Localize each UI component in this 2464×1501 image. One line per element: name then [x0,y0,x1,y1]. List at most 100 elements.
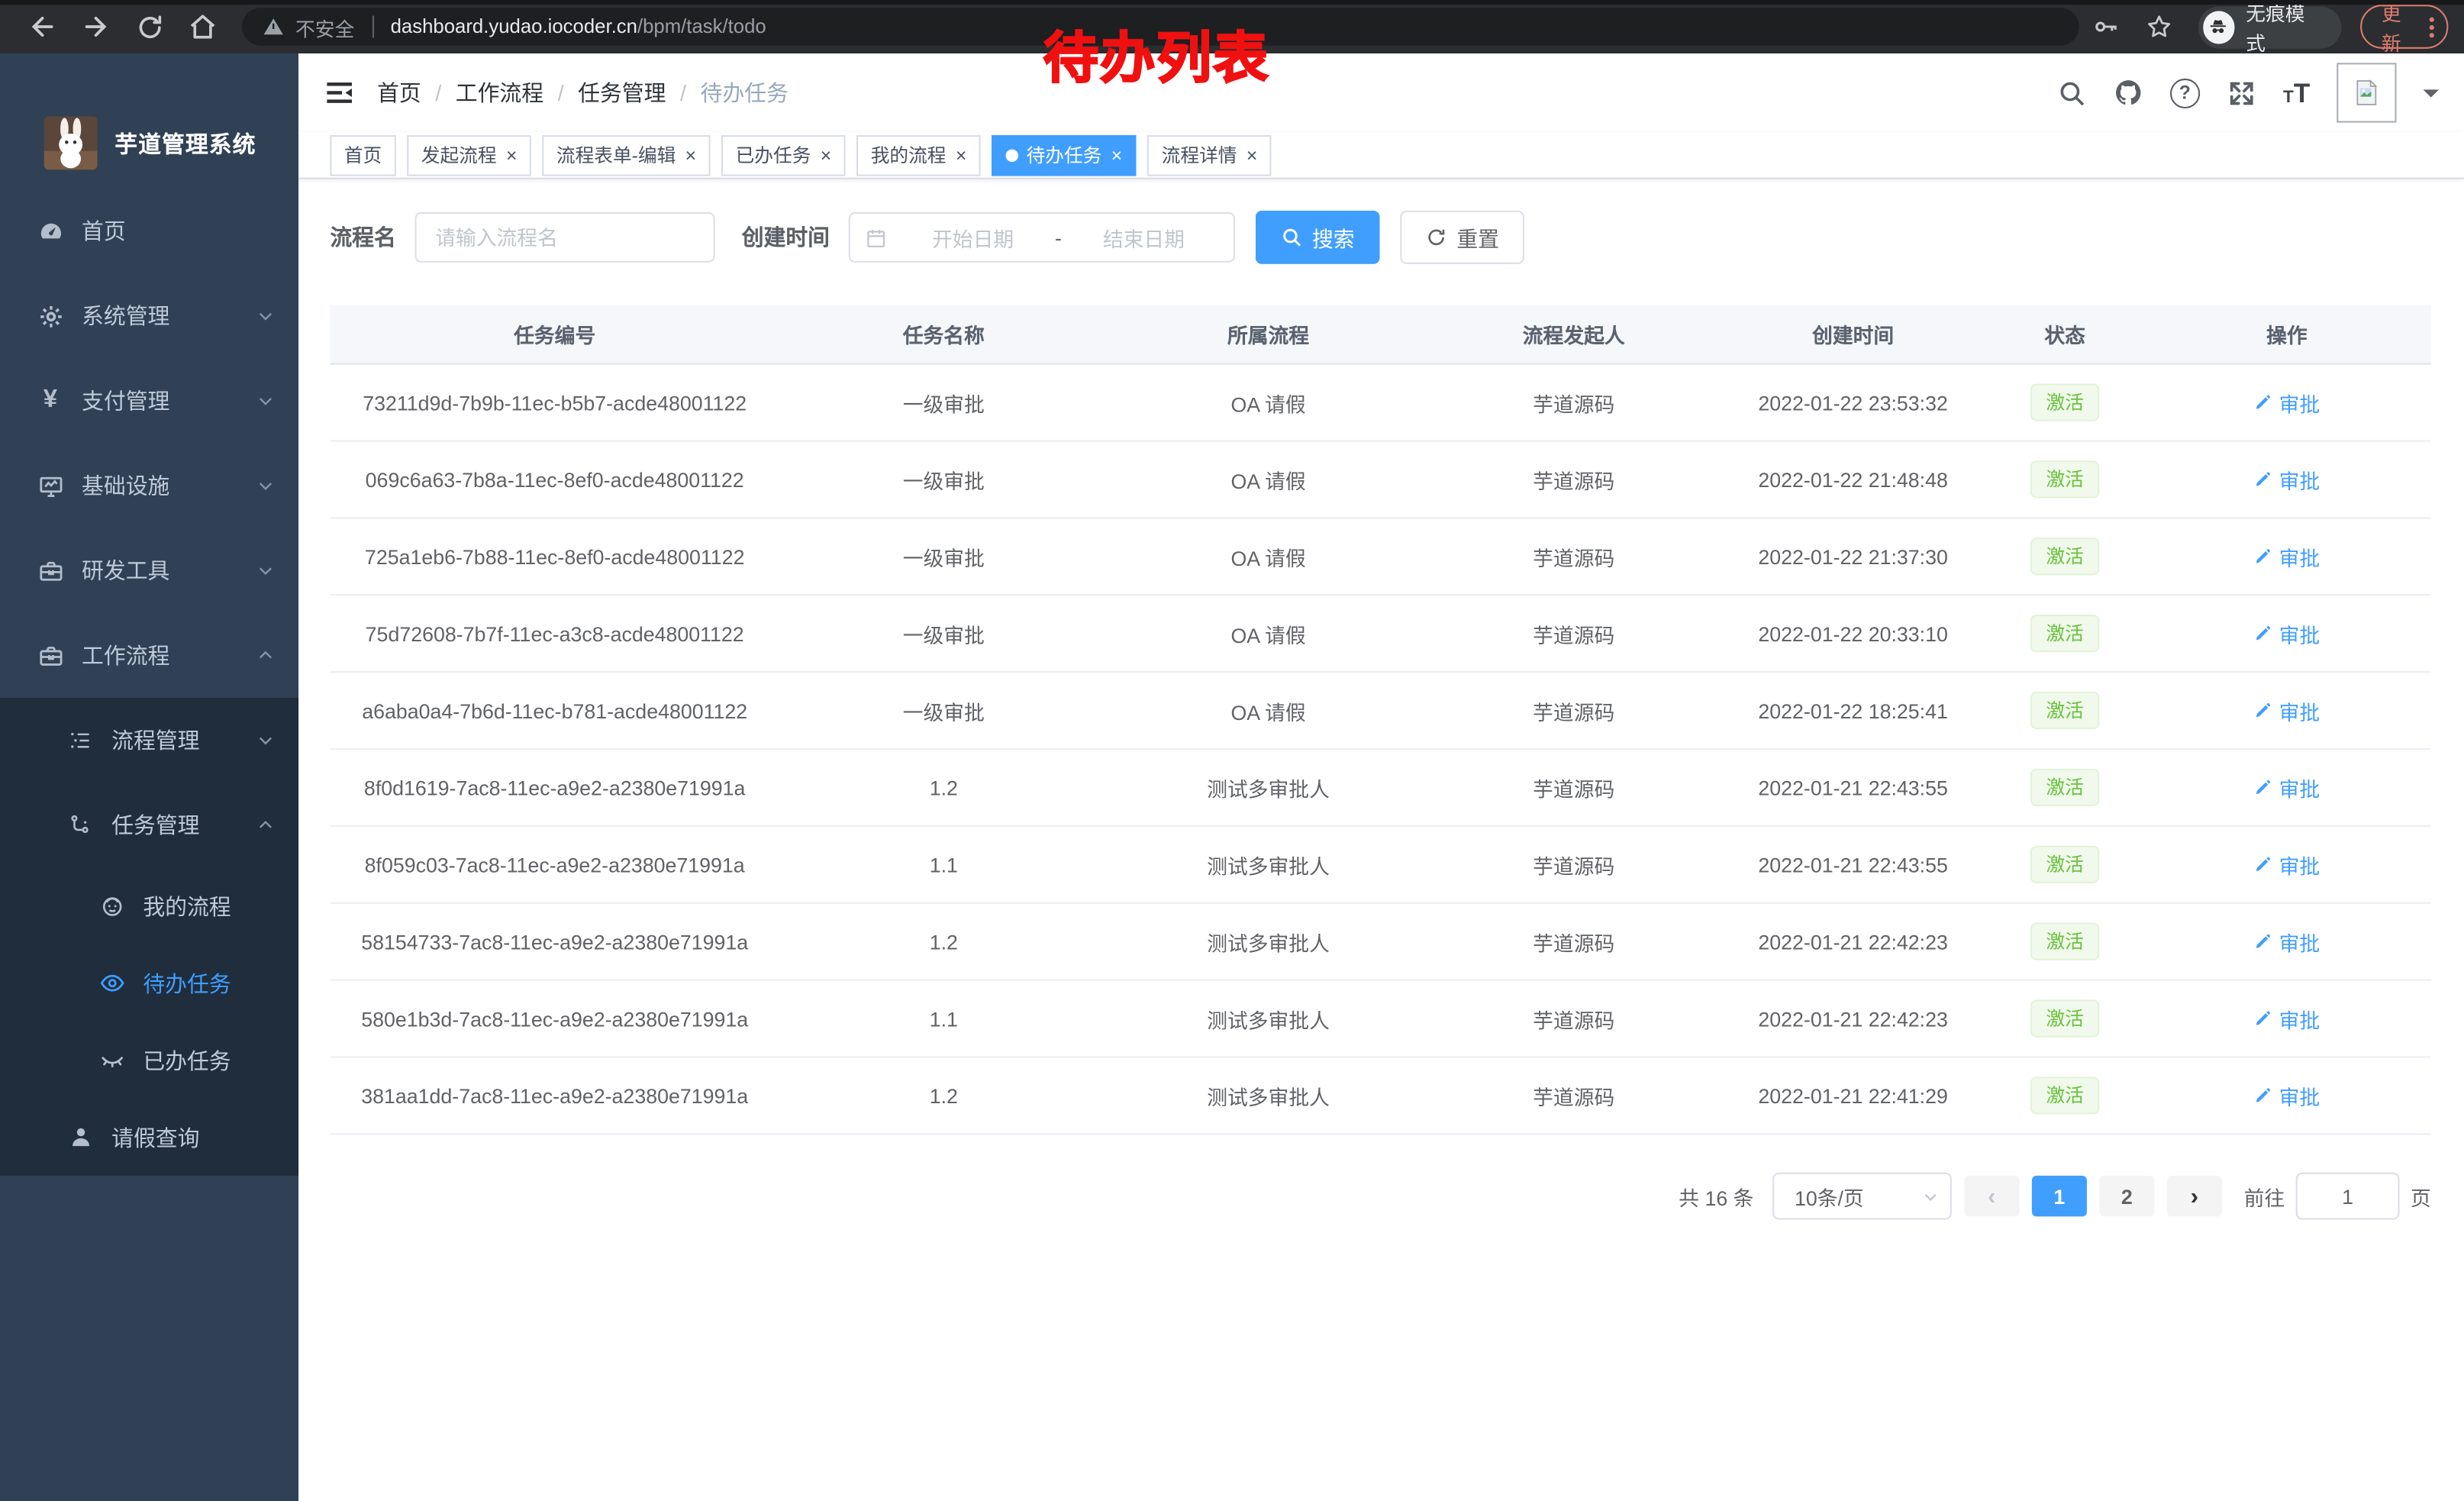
start-date-placeholder[interactable]: 开始日期 [932,227,1014,251]
sidebar-item-leave-query[interactable]: 请假查询 [0,1099,298,1176]
sidebar-item-my-process[interactable]: 我的流程 [0,867,298,944]
chevron-down-icon [256,392,276,411]
cell-starter: 芋道源码 [1533,700,1615,725]
active-dot [1005,148,1019,162]
sidebar-item-payment[interactable]: ¥ 支付管理 [0,358,298,443]
prev-page-button[interactable]: ‹ [1964,1175,2020,1217]
cell-task-name: 一级审批 [902,700,985,725]
col-header-starter: 流程发起人 [1522,324,1625,347]
cell-starter: 芋道源码 [1533,392,1615,416]
browser-reload-icon[interactable] [134,11,165,42]
search-icon [1281,226,1303,248]
sidebar-item-done-tasks[interactable]: 已办任务 [0,1022,298,1099]
chevron-down-icon [256,561,276,580]
breadcrumb-home[interactable]: 首页 [377,79,421,105]
page-button-1[interactable]: 1 [2031,1175,2087,1217]
date-range-picker[interactable]: 开始日期 - 结束日期 [848,211,1236,263]
reset-button[interactable]: 重置 [1400,210,1524,264]
close-icon[interactable]: × [685,144,697,166]
sidebar-item-infrastructure[interactable]: 基础设施 [0,444,298,528]
tab-todo-tasks[interactable]: 待办任务 × [992,134,1137,176]
sidebar-item-home[interactable]: 首页 [0,189,298,273]
search-button[interactable]: 搜索 [1255,210,1380,264]
approve-button[interactable]: 审批 [2254,773,2320,802]
browser-home-icon[interactable] [187,11,218,42]
approve-button[interactable]: 审批 [2254,387,2320,417]
workflow-icon [34,642,66,669]
browser-update-button[interactable]: 更新 [2361,3,2449,55]
font-size-icon[interactable]: TT [2282,77,2311,108]
browser-menu-dots-icon[interactable] [2429,16,2434,37]
sidebar-item-workflow[interactable]: 工作流程 [0,613,298,698]
tab-process-form-edit[interactable]: 流程表单-编辑 × [542,134,711,176]
app: 芋道管理系统 首页 系统管理 [0,53,2464,1501]
tab-my-process[interactable]: 我的流程 × [856,134,981,176]
cell-create-time: 2022-01-21 22:41:29 [1758,1083,1948,1108]
approve-button[interactable]: 审批 [2254,464,2320,494]
edit-pencil-icon [2254,1009,2273,1028]
tab-label: 我的流程 [870,144,947,167]
tab-start-process[interactable]: 发起流程 × [407,134,531,176]
approve-button[interactable]: 审批 [2254,618,2320,648]
create-time-label: 创建时间 [741,224,830,250]
approve-label: 审批 [2279,700,2320,725]
page-size-value: 10条/页 [1794,1186,1864,1210]
approve-button[interactable]: 审批 [2254,541,2320,571]
url-bar[interactable]: 不安全 dashboard.yudao.iocoder.cn/bpm/task/… [242,8,2079,46]
bookmark-star-icon[interactable] [2144,12,2172,40]
search-icon[interactable] [2057,78,2087,108]
sidebar-item-system[interactable]: 系统管理 [0,273,298,358]
help-icon[interactable]: ? [2169,77,2200,108]
table-row: 75d72608-7b7f-11ec-a3c8-acde48001122 一级审… [330,596,2431,673]
approve-button[interactable]: 审批 [2254,850,2320,880]
password-key-icon[interactable] [2091,12,2119,40]
sidebar-item-todo-tasks[interactable]: 待办任务 [0,944,298,1022]
cell-task-name: 1.1 [929,1006,958,1031]
approve-button[interactable]: 审批 [2254,1080,2320,1110]
fullscreen-icon[interactable] [2227,78,2256,108]
goto-page-input[interactable] [2295,1172,2400,1220]
calendar-icon [864,225,888,249]
close-icon[interactable]: × [505,144,518,166]
cell-process: OA 请假 [1230,392,1306,416]
caret-down-icon[interactable] [2423,89,2440,105]
browser-forward-icon[interactable] [80,11,111,42]
github-icon[interactable] [2114,78,2143,108]
cell-task-name: 1.1 [929,852,958,876]
close-icon[interactable]: × [1111,144,1123,166]
approve-button[interactable]: 审批 [2254,927,2320,957]
insecure-warning-icon[interactable] [263,16,285,38]
close-icon[interactable]: × [1246,144,1258,166]
sidebar-item-devtools[interactable]: 研发工具 [0,528,298,613]
logo-row[interactable]: 芋道管理系统 [0,116,298,170]
end-date-placeholder[interactable]: 结束日期 [1102,227,1185,251]
sidebar-item-task-management[interactable]: 任务管理 [0,783,298,867]
tab-done-tasks[interactable]: 已办任务 × [721,134,846,176]
avatar[interactable] [2337,63,2397,123]
edit-pencil-icon [2254,701,2273,720]
incognito-badge[interactable]: 无痕模式 [2198,3,2343,55]
close-icon[interactable]: × [955,144,967,166]
approve-button[interactable]: 审批 [2254,696,2320,725]
sidebar-menu: 首页 系统管理 ¥ 支付管理 [0,189,299,1176]
breadcrumb-workflow[interactable]: 工作流程 [455,79,544,105]
breadcrumb-task-management[interactable]: 任务管理 [578,79,666,105]
sidebar-item-label: 研发工具 [82,557,170,583]
close-icon[interactable]: × [820,144,832,166]
tab-home[interactable]: 首页 [330,134,396,176]
sidebar-item-label: 系统管理 [82,303,170,329]
page-size-select[interactable]: 10条/页 [1772,1172,1952,1220]
process-name-label: 流程名 [330,224,396,250]
browser-back-icon[interactable] [27,11,58,42]
approve-button[interactable]: 审批 [2254,1003,2320,1033]
sidebar-item-label: 任务管理 [111,812,200,838]
url-text[interactable]: dashboard.yudao.iocoder.cn/bpm/task/todo [391,16,766,38]
next-page-button[interactable]: › [2166,1175,2222,1217]
user-icon [64,1124,95,1151]
tab-process-detail[interactable]: 流程详情 × [1147,134,1272,176]
page-button-2[interactable]: 2 [2099,1175,2155,1217]
sidebar-item-process-management[interactable]: 流程管理 [0,698,298,783]
status-badge: 激活 [2030,614,2100,653]
sidebar-collapse-icon[interactable] [324,77,355,108]
process-name-input[interactable] [414,211,715,263]
